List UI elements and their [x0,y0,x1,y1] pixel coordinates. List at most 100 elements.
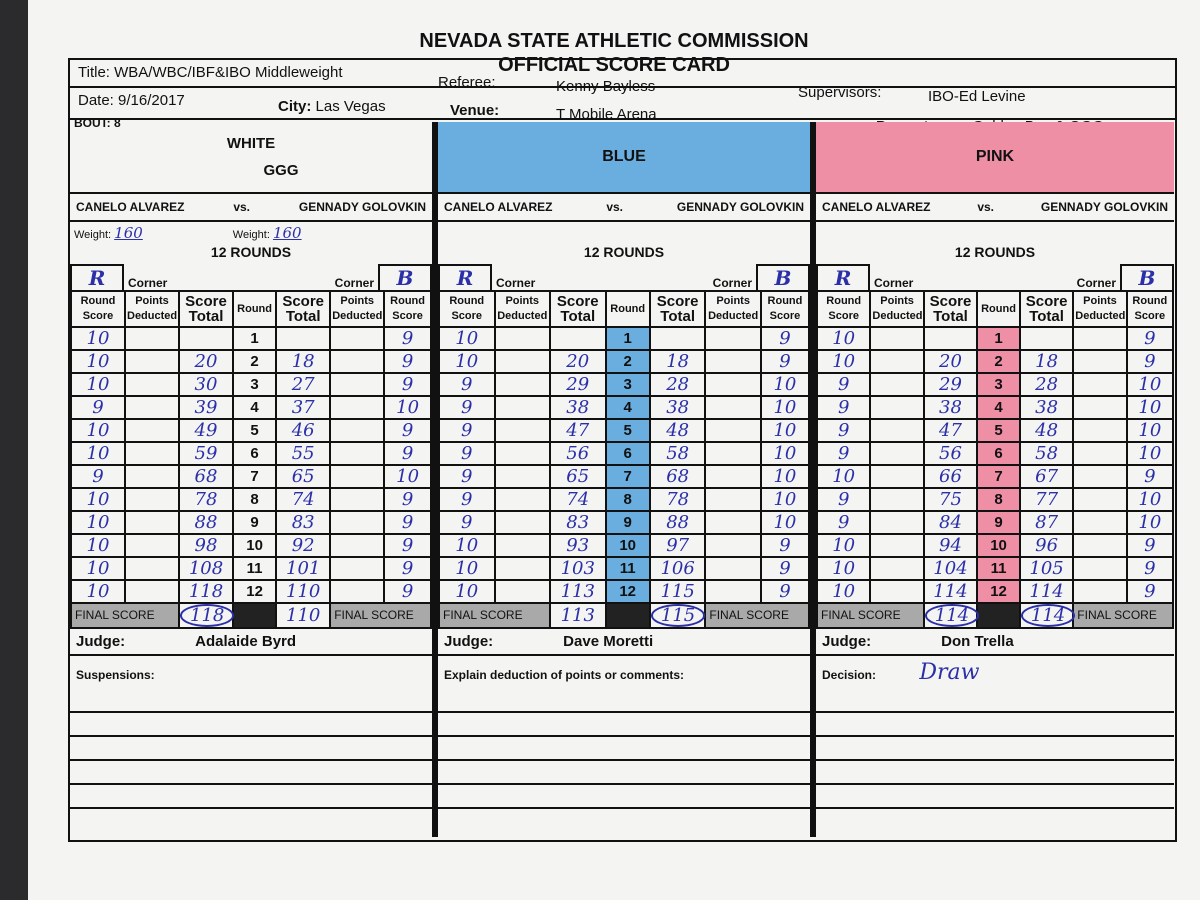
col-header: Round [1132,295,1168,307]
rounds-title: 12 ROUNDS [583,244,665,260]
blue-score-total: 58 [1018,441,1075,466]
blue-round-score: 9 [759,579,811,604]
red-round-score: 9 [438,395,496,420]
red-corner-box: R [70,264,124,290]
red-round-score: 10 [438,579,496,604]
round-number: 1 [604,326,651,351]
table-row: 9 47 5 48 10 [438,418,811,443]
card-color-band: BLUE [438,122,810,192]
red-points-deducted [869,441,925,466]
red-score-total: 56 [922,441,979,466]
blue-corner-box: B [378,264,432,290]
table-row: 10 20 2 18 9 [70,349,432,374]
blue-points-deducted [329,326,386,351]
col-header: Total [285,308,321,325]
table-row: 9 38 4 38 10 [438,395,811,420]
table-row: 10 103 11 106 9 [438,556,811,581]
red-points-deducted [869,372,925,397]
round-number: 12 [976,579,1021,604]
table-header: Round Score Points Deducted Score Total Rou… [815,290,1175,328]
blue-round-score: 10 [1125,510,1175,535]
round-number: 8 [231,487,278,512]
blue-points-deducted [704,349,762,374]
red-points-deducted [869,326,925,351]
table-row: 10 108 11 101 9 [70,556,432,581]
red-score-total: 65 [549,464,607,489]
blue-score-total: 37 [275,395,332,420]
red-round-score: 10 [815,464,872,489]
red-points-deducted [124,441,180,466]
blue-points-deducted [704,464,762,489]
blue-score-total: 101 [275,556,332,581]
blue-round-score: 10 [1125,441,1175,466]
blue-score-total: 92 [275,533,332,558]
round-number: 6 [976,441,1021,466]
round-number: 4 [604,395,651,420]
red-points-deducted [493,441,551,466]
writing-line [70,737,432,761]
red-points-deducted [124,487,180,512]
col-header: Round [826,295,862,307]
red-points-deducted [493,510,551,535]
col-header: Round [449,295,485,307]
table-row: 10 1 9 [815,326,1175,351]
writing-line [70,785,432,809]
writing-line [816,713,1174,737]
red-points-deducted [869,464,925,489]
rounds-title: 12 ROUNDS [210,244,292,260]
blue-round-score: 9 [383,487,432,512]
venue-label: Venue: [450,102,500,119]
writing-line [816,689,1174,713]
blue-score-total: 48 [648,418,707,443]
red-round-score: 10 [70,418,126,443]
score-table: Round Score Points Deducted Score Total Rou… [438,290,811,629]
table-row: 9 29 3 28 10 [438,372,811,397]
red-score-total [922,326,979,351]
red-corner-box: R [438,264,492,290]
round-number: 12 [231,579,278,604]
red-points-deducted [493,579,551,604]
table-row: 9 75 8 77 10 [815,487,1175,512]
card-frame [68,58,1177,842]
red-score-total: 94 [922,533,979,558]
round-number: 4 [976,395,1021,420]
col-header: Score [556,293,599,310]
round-number: 10 [604,533,651,558]
table-row: 10 66 7 67 9 [815,464,1175,489]
blue-points-deducted [1072,464,1128,489]
final-score-label: FINAL SCORE [704,602,810,629]
blue-points-deducted [329,418,386,443]
blue-points-deducted [704,326,762,351]
round-number: 12 [604,579,651,604]
red-score-total: 20 [922,349,979,374]
corner-label: Corner [1076,276,1116,290]
red-round-score: 9 [815,510,872,535]
col-header: Points [1083,295,1117,307]
col-header: Score [82,310,114,322]
round-number: 6 [604,441,651,466]
red-score-total: 20 [549,349,607,374]
blue-round-score: 10 [759,464,811,489]
blue-score-total: 58 [648,441,707,466]
col-header: Score [185,293,227,310]
col-header: Round [610,302,646,315]
col-header: Score [929,293,972,310]
blue-round-score: 9 [383,349,432,374]
blue-points-deducted [704,487,762,512]
col-header: Points [880,295,914,307]
table-row: 9 56 6 58 10 [438,441,811,466]
fighters: CANELO ALVAREZ vs. GENNADY GOLOVKIN [438,192,810,222]
red-round-score: 9 [815,395,872,420]
col-header: Total [660,308,695,325]
blue-points-deducted [329,441,386,466]
red-score-total: 98 [178,533,234,558]
blue-score-total: 48 [1018,418,1075,443]
blue-points-deducted [329,395,386,420]
writing-line [438,761,810,785]
venue-value: T Mobile Arena [556,106,657,123]
red-points-deducted [124,418,180,443]
red-round-score: 10 [70,372,126,397]
divider [68,118,1175,120]
col-header: Score [828,310,859,322]
red-round-score: 10 [438,326,496,351]
